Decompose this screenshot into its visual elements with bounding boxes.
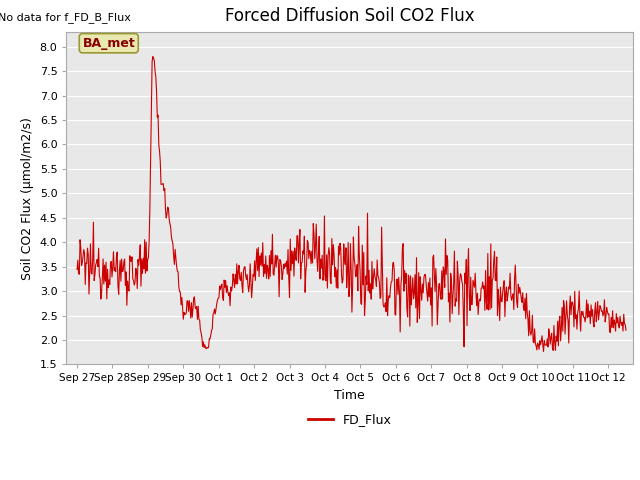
- Y-axis label: Soil CO2 Flux (μmol/m2/s): Soil CO2 Flux (μmol/m2/s): [21, 117, 34, 280]
- Text: No data for f_FD_B_Flux: No data for f_FD_B_Flux: [0, 12, 131, 23]
- Text: BA_met: BA_met: [83, 36, 135, 50]
- X-axis label: Time: Time: [334, 389, 365, 402]
- Legend: FD_Flux: FD_Flux: [303, 408, 397, 431]
- Title: Forced Diffusion Soil CO2 Flux: Forced Diffusion Soil CO2 Flux: [225, 7, 475, 25]
